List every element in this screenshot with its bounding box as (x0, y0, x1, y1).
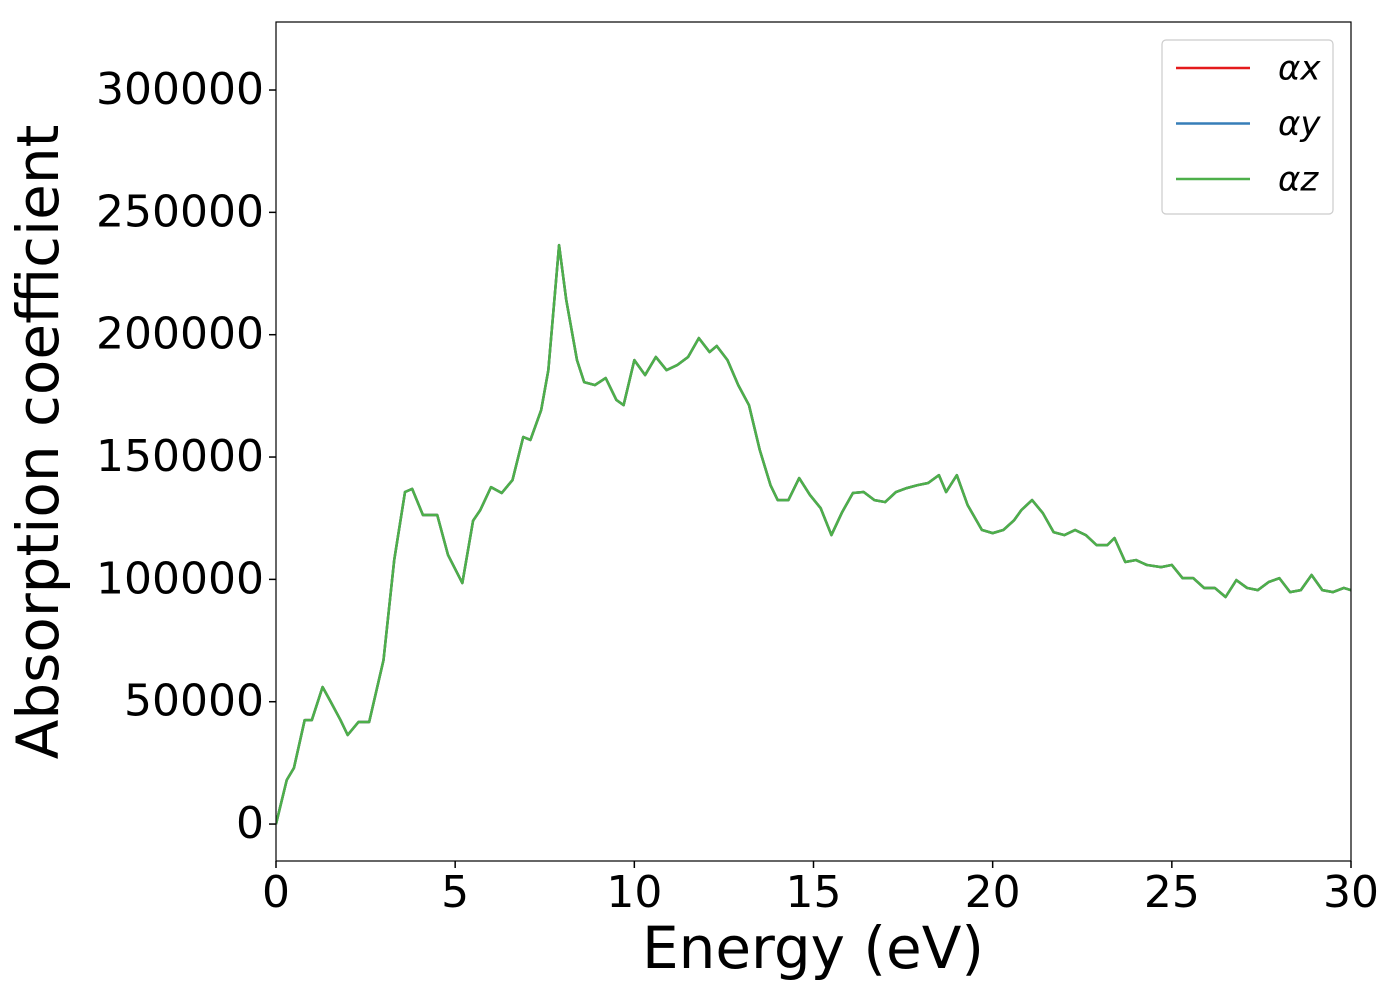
series-line (276, 243, 1351, 825)
x-tick-label: 5 (441, 867, 469, 918)
y-tick-label: 50000 (124, 676, 264, 727)
legend-box (1161, 39, 1334, 215)
legend-label: αy (1278, 104, 1321, 144)
x-tick-label: 15 (786, 867, 842, 918)
x-tick-label: 0 (262, 867, 290, 918)
legend-label: αx (1278, 49, 1321, 89)
y-tick-label: 150000 (96, 431, 264, 482)
series-line (276, 243, 1351, 825)
y-axis-label: Absorption coefficient (4, 125, 72, 760)
x-tick-label: 20 (965, 867, 1021, 918)
x-tick-label: 25 (1144, 867, 1200, 918)
series-line (276, 243, 1351, 825)
x-tick-label: 10 (606, 867, 662, 918)
y-tick-label: 250000 (96, 186, 264, 237)
y-tick-label: 100000 (96, 553, 264, 604)
x-axis-label: Energy (eV) (642, 914, 984, 982)
y-tick-label: 300000 (96, 64, 264, 115)
x-tick-label: 30 (1323, 867, 1379, 918)
legend-label: αz (1278, 160, 1319, 200)
plot-frame (275, 21, 1352, 862)
y-tick-label: 200000 (96, 309, 264, 360)
y-tick-label: 0 (236, 798, 264, 849)
